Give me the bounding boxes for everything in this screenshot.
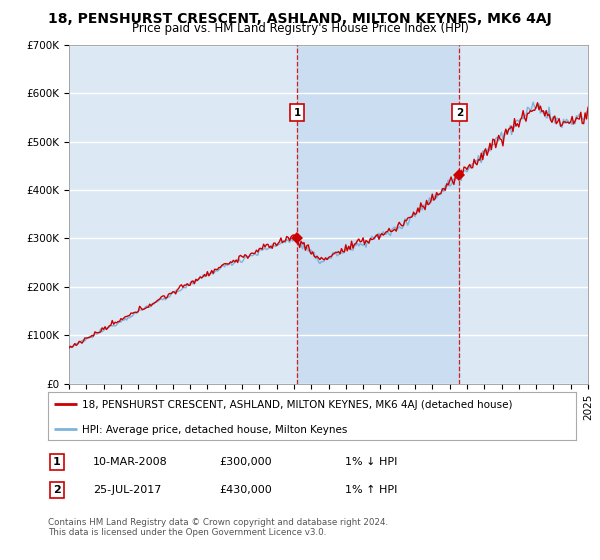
Text: 18, PENSHURST CRESCENT, ASHLAND, MILTON KEYNES, MK6 4AJ: 18, PENSHURST CRESCENT, ASHLAND, MILTON …	[48, 12, 552, 26]
Text: 1% ↑ HPI: 1% ↑ HPI	[345, 485, 397, 495]
Text: £300,000: £300,000	[219, 457, 272, 467]
Bar	[297, 45, 459, 384]
Text: HPI: Average price, detached house, Milton Keynes: HPI: Average price, detached house, Milt…	[82, 425, 347, 435]
Text: 1% ↓ HPI: 1% ↓ HPI	[345, 457, 397, 467]
Text: 1: 1	[53, 457, 61, 467]
Text: 2: 2	[455, 108, 463, 118]
Text: 2: 2	[53, 485, 61, 495]
Text: Contains HM Land Registry data © Crown copyright and database right 2024.
This d: Contains HM Land Registry data © Crown c…	[48, 518, 388, 538]
Text: 25-JUL-2017: 25-JUL-2017	[93, 485, 161, 495]
Text: Price paid vs. HM Land Registry's House Price Index (HPI): Price paid vs. HM Land Registry's House …	[131, 22, 469, 35]
Text: 10-MAR-2008: 10-MAR-2008	[93, 457, 168, 467]
Text: 18, PENSHURST CRESCENT, ASHLAND, MILTON KEYNES, MK6 4AJ (detached house): 18, PENSHURST CRESCENT, ASHLAND, MILTON …	[82, 400, 513, 410]
Text: 1: 1	[293, 108, 301, 118]
Text: £430,000: £430,000	[219, 485, 272, 495]
